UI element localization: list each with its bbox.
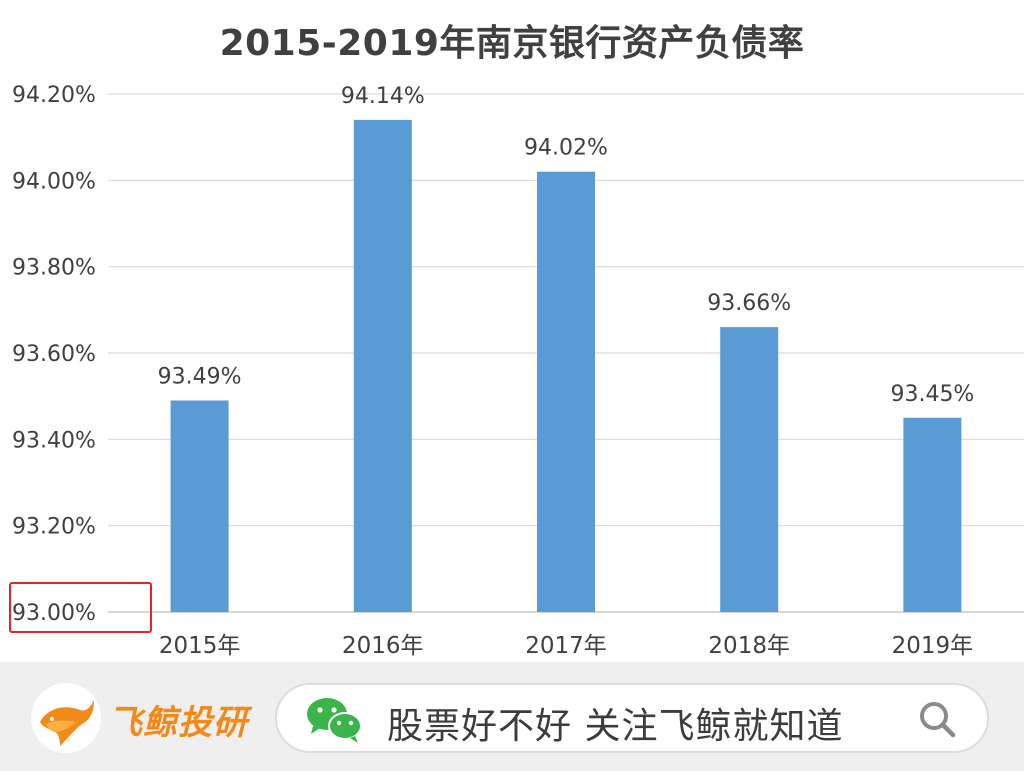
x-tick-label: 2017年 — [525, 633, 607, 659]
bar — [353, 119, 412, 613]
search-bar[interactable]: 股票好不好 关注飞鲸就知道 — [275, 683, 989, 753]
data-label: 94.14% — [341, 84, 425, 109]
y-tick-label: 93.60% — [12, 342, 96, 367]
bar — [170, 400, 229, 612]
data-label: 93.49% — [158, 364, 242, 389]
slogan-text: 股票好不好 关注飞鲸就知道 — [387, 706, 844, 747]
data-label: 93.66% — [707, 291, 791, 316]
chart-area: 2015-2019年南京银行资产负债率 93.00% 93.20% 93.40% 93… — [9, 23, 1024, 659]
x-tick-label: 2015年 — [159, 633, 241, 659]
bar — [903, 417, 962, 612]
y-tick-label: 94.20% — [12, 83, 96, 108]
x-tick-label: 2019年 — [892, 633, 974, 659]
y-tick-label: 93.20% — [12, 515, 96, 540]
x-tick-label: 2016年 — [342, 633, 424, 659]
baseline-highlight-box — [9, 582, 152, 633]
x-tick-label: 2018年 — [708, 633, 790, 659]
brand-name: 飞鲸投研 — [108, 703, 248, 743]
bar — [720, 327, 779, 612]
footer-banner: 飞鲸投研 股票好不好 关注飞鲸就知道 — [0, 662, 1024, 771]
y-tick-label: 93.00% — [12, 601, 96, 626]
data-label: 94.02% — [524, 136, 608, 161]
bar — [537, 171, 595, 612]
wechat-icon — [307, 698, 362, 743]
y-tick-label: 93.40% — [12, 428, 96, 453]
search-icon[interactable] — [917, 699, 957, 739]
y-tick-label: 94.00% — [12, 169, 96, 194]
chart-title: 2015-2019年南京银行资产负债率 — [219, 23, 805, 64]
y-tick-label: 93.80% — [12, 256, 96, 281]
data-label: 93.45% — [890, 382, 974, 407]
whale-logo-icon — [31, 683, 101, 753]
bar-chart: 93.00% 93.20% 93.40% 93.60% 93.80% 94.00% 94.2… — [12, 83, 1024, 659]
